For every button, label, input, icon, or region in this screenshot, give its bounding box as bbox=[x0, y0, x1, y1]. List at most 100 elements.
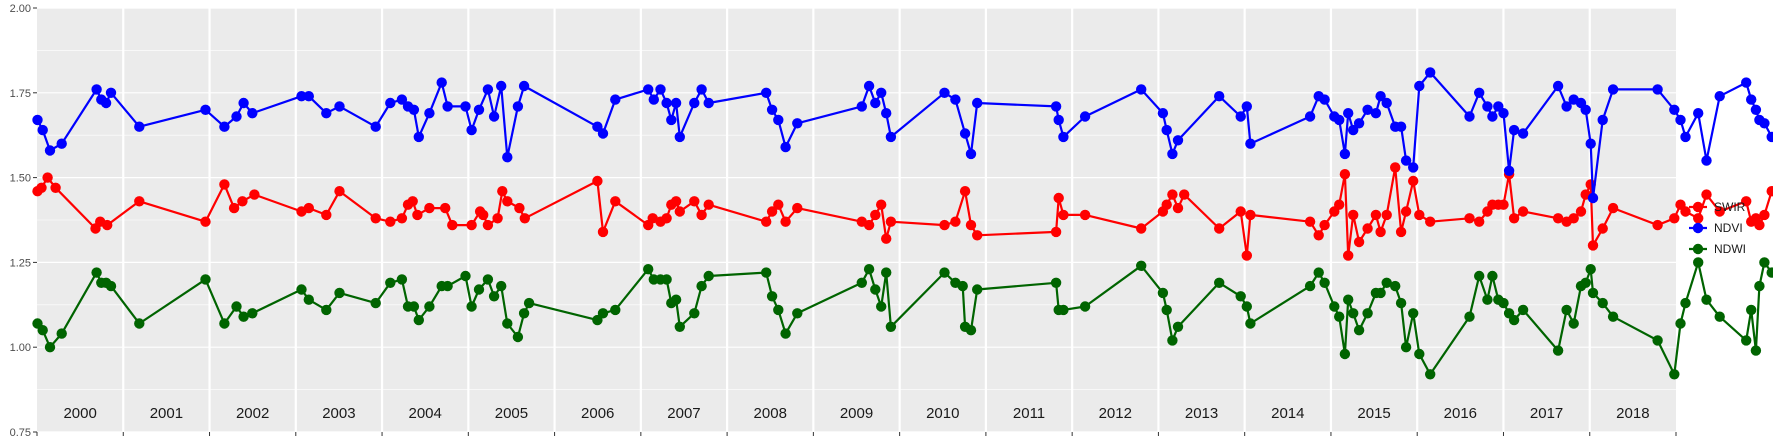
data-point-swir bbox=[1161, 199, 1172, 210]
data-point-ndvi bbox=[296, 91, 307, 102]
data-point-ndvi bbox=[496, 80, 507, 92]
data-point-swir bbox=[514, 202, 525, 214]
data-point-swir bbox=[1408, 175, 1419, 187]
data-point-ndvi bbox=[1607, 84, 1619, 95]
data-point-ndvi bbox=[1701, 155, 1712, 166]
data-point-ndvi bbox=[1498, 108, 1509, 119]
data-point-ndwi bbox=[863, 264, 875, 275]
data-point-swir bbox=[440, 202, 451, 214]
data-point-ndvi bbox=[466, 124, 477, 136]
data-point-ndvi bbox=[1585, 138, 1596, 149]
data-point-ndwi bbox=[1425, 369, 1436, 380]
facet-labels: 2000 2001 2002 2003 2004 2005 2006 2007 2008 2009… bbox=[63, 405, 1649, 422]
data-point-ndvi bbox=[1157, 108, 1169, 119]
data-point-ndvi bbox=[1348, 124, 1359, 136]
data-point-ndwi bbox=[1741, 335, 1752, 346]
data-point-ndvi bbox=[1597, 114, 1608, 126]
data-point-ndvi bbox=[703, 97, 714, 109]
data-point-swir bbox=[1214, 223, 1225, 234]
data-point-ndwi bbox=[518, 308, 530, 319]
data-point-ndwi bbox=[482, 274, 494, 285]
data-point-ndwi bbox=[385, 277, 396, 288]
data-point-ndwi bbox=[105, 280, 117, 292]
data-point-swir bbox=[870, 209, 881, 221]
data-point-swir bbox=[1498, 199, 1509, 210]
data-point-ndvi bbox=[502, 152, 513, 163]
data-point-swir bbox=[661, 213, 672, 224]
data-point-swir bbox=[1235, 206, 1246, 217]
data-point-swir bbox=[780, 216, 791, 227]
data-point-ndwi bbox=[1508, 314, 1520, 326]
data-point-swir bbox=[1058, 209, 1069, 221]
data-point-ndvi bbox=[200, 104, 211, 116]
data-point-ndvi bbox=[885, 131, 897, 143]
data-point-swir bbox=[466, 219, 477, 231]
data-point-ndvi bbox=[1053, 114, 1064, 126]
data-point-swir bbox=[497, 186, 508, 197]
data-point-ndwi bbox=[44, 342, 56, 353]
data-point-ndvi bbox=[334, 101, 345, 112]
data-point-ndvi bbox=[1508, 124, 1520, 136]
data-point-swir bbox=[965, 219, 977, 231]
data-point-ndvi bbox=[408, 104, 420, 116]
data-point-swir bbox=[773, 199, 784, 210]
data-point-swir bbox=[385, 216, 396, 227]
data-point-swir bbox=[597, 226, 609, 238]
data-point-ndwi bbox=[1652, 335, 1663, 346]
data-point-swir bbox=[370, 213, 381, 224]
data-point-ndvi bbox=[761, 87, 772, 99]
data-point-swir bbox=[1414, 209, 1425, 221]
data-point-ndvi bbox=[1339, 148, 1351, 160]
data-point-swir bbox=[1390, 162, 1401, 173]
data-point-swir bbox=[1172, 202, 1184, 214]
data-point-ndvi bbox=[1136, 84, 1147, 95]
data-point-swir bbox=[1395, 226, 1407, 238]
data-point-ndvi bbox=[303, 91, 314, 102]
data-point-ndvi bbox=[413, 131, 424, 143]
data-point-ndvi bbox=[696, 84, 707, 95]
data-point-ndvi bbox=[1167, 148, 1178, 160]
data-point-ndvi bbox=[670, 97, 682, 109]
data-point-ndvi bbox=[231, 111, 242, 122]
data-point-ndwi bbox=[1597, 297, 1608, 309]
data-point-swir bbox=[396, 213, 408, 224]
data-point-ndwi bbox=[1474, 270, 1485, 282]
data-point-swir bbox=[792, 202, 803, 214]
data-point-ndwi bbox=[1585, 264, 1596, 275]
data-point-ndwi bbox=[488, 291, 500, 302]
data-point-ndvi bbox=[863, 80, 875, 92]
data-point-swir bbox=[881, 233, 892, 244]
data-point-ndwi bbox=[424, 301, 435, 312]
data-point-swir bbox=[1607, 202, 1619, 214]
y-tick-label: 1.25 bbox=[10, 257, 31, 269]
data-point-ndvi bbox=[972, 97, 983, 109]
data-point-ndvi bbox=[219, 121, 230, 132]
data-point-ndvi bbox=[1750, 104, 1762, 116]
data-point-ndwi bbox=[1746, 304, 1757, 316]
data-point-ndvi bbox=[482, 84, 494, 95]
data-point-ndvi bbox=[1241, 101, 1253, 112]
data-point-ndwi bbox=[792, 308, 803, 319]
data-point-ndvi bbox=[370, 121, 381, 132]
data-point-ndvi bbox=[512, 101, 524, 112]
data-point-swir bbox=[1400, 206, 1412, 217]
data-point-ndwi bbox=[1759, 257, 1770, 268]
data-point-swir bbox=[1053, 192, 1064, 204]
data-point-ndwi bbox=[939, 267, 950, 278]
data-point-ndwi bbox=[1348, 308, 1359, 319]
data-point-swir bbox=[950, 216, 961, 227]
data-point-ndwi bbox=[1161, 304, 1172, 316]
data-point-ndwi bbox=[674, 321, 685, 332]
data-point-ndvi bbox=[488, 111, 500, 122]
legend-item-swir: SWIR bbox=[1689, 200, 1746, 214]
data-point-ndwi bbox=[1136, 260, 1147, 271]
data-point-ndvi bbox=[1343, 108, 1354, 119]
data-point-swir bbox=[492, 213, 503, 224]
legend: SWIR NDVI NDWI bbox=[1689, 200, 1746, 256]
data-point-ndvi bbox=[44, 145, 56, 156]
data-point-ndvi bbox=[1214, 91, 1225, 102]
legend-item-ndvi: NDVI bbox=[1689, 221, 1743, 235]
data-point-swir bbox=[1339, 169, 1351, 180]
data-point-ndwi bbox=[1498, 297, 1509, 309]
data-point-swir bbox=[939, 219, 950, 231]
